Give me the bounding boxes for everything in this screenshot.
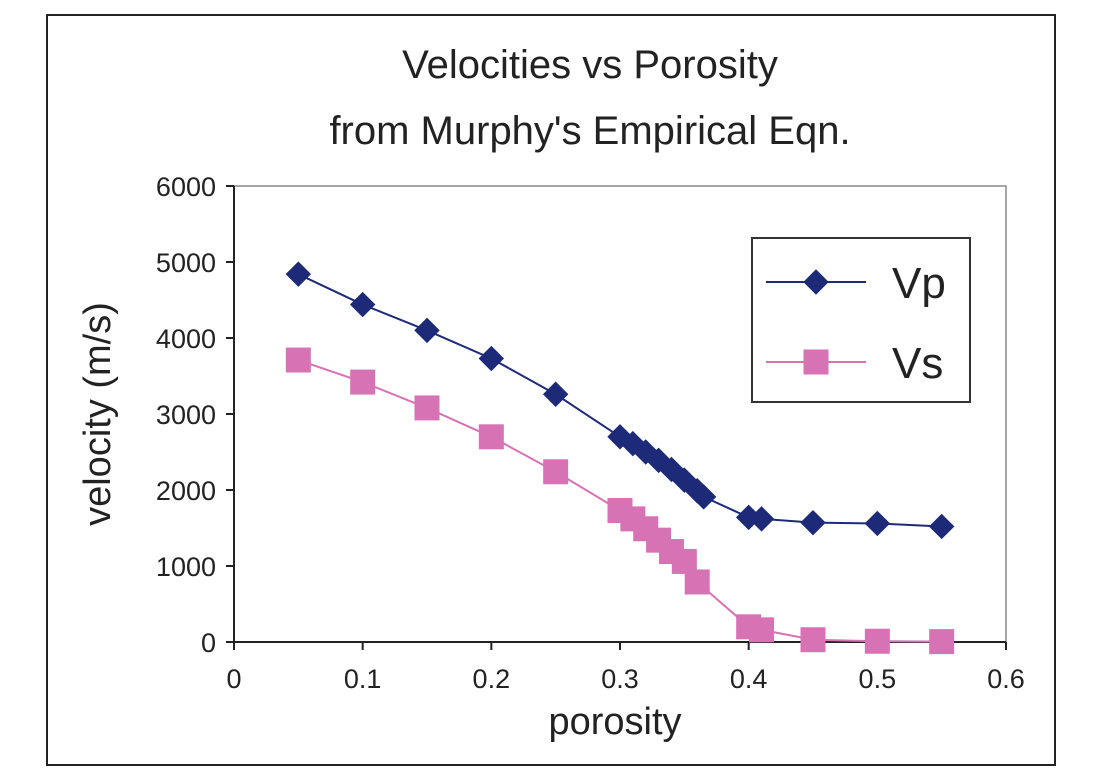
y-tick-label: 3000: [156, 400, 216, 430]
data-point-vp: [349, 291, 376, 318]
legend-box: [751, 237, 971, 403]
x-tick-labels: 0 0.1 0.2 0.3 0.4 0.5 0.6: [226, 642, 1025, 694]
series-vp: [285, 261, 955, 540]
data-point-vs: [749, 617, 775, 643]
data-point-vp: [690, 484, 717, 510]
data-point-vp: [928, 513, 955, 540]
chart-frame: Velocities vs Porosity from Murphy's Emp…: [46, 14, 1056, 766]
y-tick-label: 1000: [156, 552, 216, 582]
data-point-vs: [414, 395, 440, 421]
legend: Vp Vs: [751, 237, 971, 403]
data-point-vp: [478, 345, 505, 372]
data-point-vp: [285, 261, 312, 287]
x-tick-label: 0.1: [344, 664, 382, 694]
x-tick-label: 0.3: [601, 664, 639, 694]
legend-items: Vp Vs: [766, 259, 946, 388]
data-point-vp: [800, 509, 826, 536]
chart-title-line-2: from Murphy's Empirical Eqn.: [329, 109, 850, 153]
x-tick-label: 0.4: [730, 664, 768, 694]
legend-label-vs: Vs: [892, 339, 943, 388]
y-tick-label: 4000: [156, 324, 216, 354]
data-point-vs: [800, 627, 826, 653]
x-axis-label: porosity: [548, 701, 681, 743]
velocity-porosity-chart: Velocities vs Porosity from Murphy's Emp…: [77, 43, 1025, 743]
x-tick-label: 0.2: [473, 664, 511, 694]
y-tick-label: 0: [201, 628, 216, 658]
data-point-vs: [671, 548, 697, 574]
legend-marker-vp: [803, 269, 829, 295]
y-tick-labels: 0 1000 2000 3000 4000 5000 6000: [156, 172, 234, 658]
data-point-vp: [864, 510, 891, 537]
series-vs: [285, 347, 955, 655]
y-axis-label: velocity (m/s): [77, 302, 119, 526]
y-tick-label: 5000: [156, 248, 216, 278]
x-tick-label: 0.5: [859, 664, 897, 694]
data-point-vs: [478, 424, 504, 450]
data-point-vs: [543, 459, 569, 485]
legend-label-vp: Vp: [892, 259, 946, 308]
data-point-vp: [748, 506, 775, 532]
x-tick-label: 0: [226, 664, 241, 694]
x-tick-label: 0.6: [987, 664, 1025, 694]
y-tick-label: 2000: [156, 476, 216, 506]
legend-marker-vs: [803, 349, 829, 375]
data-point-vp: [542, 381, 569, 407]
data-point-vs: [864, 628, 890, 654]
data-point-vs: [684, 569, 710, 595]
data-point-vp: [414, 317, 440, 344]
y-tick-label: 6000: [156, 172, 216, 202]
data-point-vs: [929, 629, 955, 655]
data-point-vs: [350, 369, 376, 395]
chart-title-line-1: Velocities vs Porosity: [402, 43, 778, 87]
data-point-vs: [285, 347, 311, 373]
series-layer: [285, 261, 955, 655]
